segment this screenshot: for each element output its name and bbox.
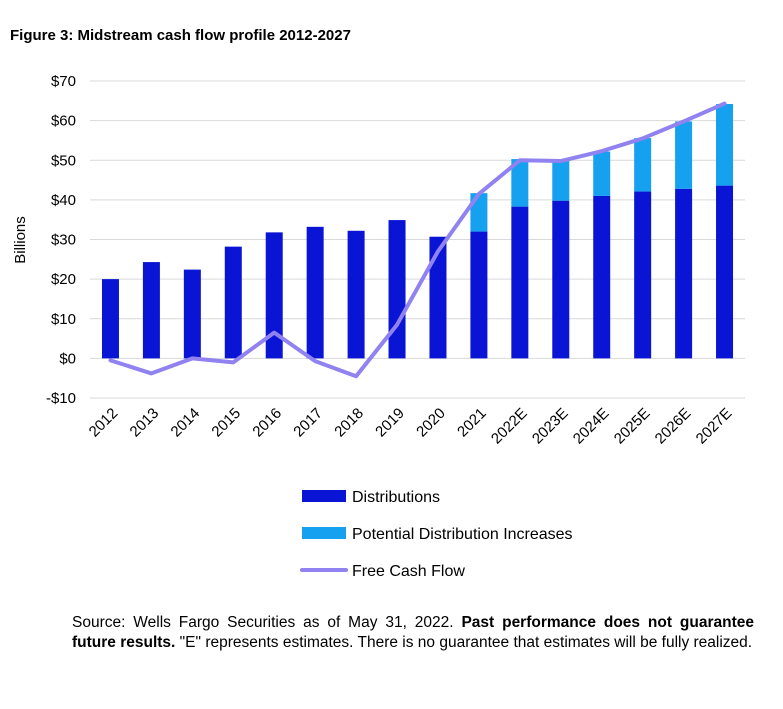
source-estimates-note: "E" represents estimates. There is no gu… xyxy=(175,634,753,651)
x-tick-label: 2014 xyxy=(168,405,204,441)
bar-distributions xyxy=(183,269,201,359)
bar-distributions xyxy=(470,231,488,359)
y-axis-ticks: -$10 $0 $10 $20 $30 $40 $50 $60 $70 xyxy=(46,73,76,407)
x-tick-label: 2027E xyxy=(693,405,736,448)
y-tick-label: $30 xyxy=(51,232,76,249)
bar-distributions xyxy=(593,195,611,359)
bar-distributions xyxy=(306,226,324,359)
x-tick-label: 2017 xyxy=(290,405,326,441)
y-tick-label: $10 xyxy=(51,311,76,328)
y-tick-label: $60 xyxy=(51,113,76,130)
x-tick-label: 2013 xyxy=(127,405,163,441)
legend-label-distributions: Distributions xyxy=(352,489,440,506)
bar-potential-increases xyxy=(675,121,693,189)
legend-swatch-potential-increases xyxy=(302,527,346,539)
bar-distributions xyxy=(552,200,570,359)
x-tick-label: 2022E xyxy=(488,405,531,448)
bar-potential-increases xyxy=(634,138,652,192)
figure-title: Figure 3: Midstream cash flow profile 20… xyxy=(10,27,351,44)
bar-distributions xyxy=(511,206,529,359)
bar-layer xyxy=(101,103,734,359)
bar-distributions xyxy=(388,220,406,359)
midstream-chart: -$10 $0 $10 $20 $30 $40 $50 $60 $70 Billions 201… xyxy=(12,73,745,580)
y-tick-label: $40 xyxy=(51,192,76,209)
bar-potential-increases xyxy=(716,103,734,186)
legend-label-free-cash-flow: Free Cash Flow xyxy=(352,563,465,580)
bar-distributions xyxy=(429,236,447,359)
bar-distributions xyxy=(347,230,365,359)
bar-distributions xyxy=(634,191,652,359)
x-tick-label: 2026E xyxy=(652,405,695,448)
y-tick-label: $70 xyxy=(51,73,76,90)
bar-potential-increases xyxy=(552,161,570,201)
bar-distributions xyxy=(101,279,119,359)
x-tick-label: 2012 xyxy=(86,405,122,441)
legend: Distributions Potential Distribution Inc… xyxy=(300,489,573,580)
x-tick-label: 2018 xyxy=(331,405,367,441)
x-axis-ticks: 2012 2013 2014 2015 2016 2017 2018 2019 2020 2021… xyxy=(86,405,736,448)
bar-distributions xyxy=(142,262,160,359)
line-free-cash-flow xyxy=(108,101,727,379)
y-tick-label: $20 xyxy=(51,271,76,288)
source-disclaimer: Past performance does not guarantee futu… xyxy=(72,614,754,651)
x-tick-label: 2015 xyxy=(208,405,244,441)
bar-distributions xyxy=(675,188,693,359)
bar-distributions xyxy=(224,246,242,359)
source-note: Source: Wells Fargo Securities as of May… xyxy=(72,613,754,653)
x-tick-label: 2020 xyxy=(413,405,449,441)
x-tick-label: 2021 xyxy=(454,405,490,441)
line-layer xyxy=(108,101,727,379)
bar-distributions xyxy=(716,185,734,359)
x-tick-label: 2016 xyxy=(249,405,285,441)
legend-swatch-distributions xyxy=(302,490,346,502)
x-tick-label: 2023E xyxy=(529,405,572,448)
y-tick-label: -$10 xyxy=(46,390,76,407)
y-tick-label: $50 xyxy=(51,152,76,169)
legend-label-potential-increases: Potential Distribution Increases xyxy=(352,526,573,543)
bar-potential-increases xyxy=(593,151,611,196)
y-axis-label: Billions xyxy=(12,216,29,264)
source-text: Source: Wells Fargo Securities as of May… xyxy=(72,614,462,631)
x-tick-label: 2024E xyxy=(570,405,613,448)
x-tick-label: 2019 xyxy=(372,405,408,441)
y-tick-label: $0 xyxy=(59,350,76,367)
x-tick-label: 2025E xyxy=(611,405,654,448)
bar-distributions xyxy=(265,232,283,359)
bar-potential-increases xyxy=(511,159,529,207)
